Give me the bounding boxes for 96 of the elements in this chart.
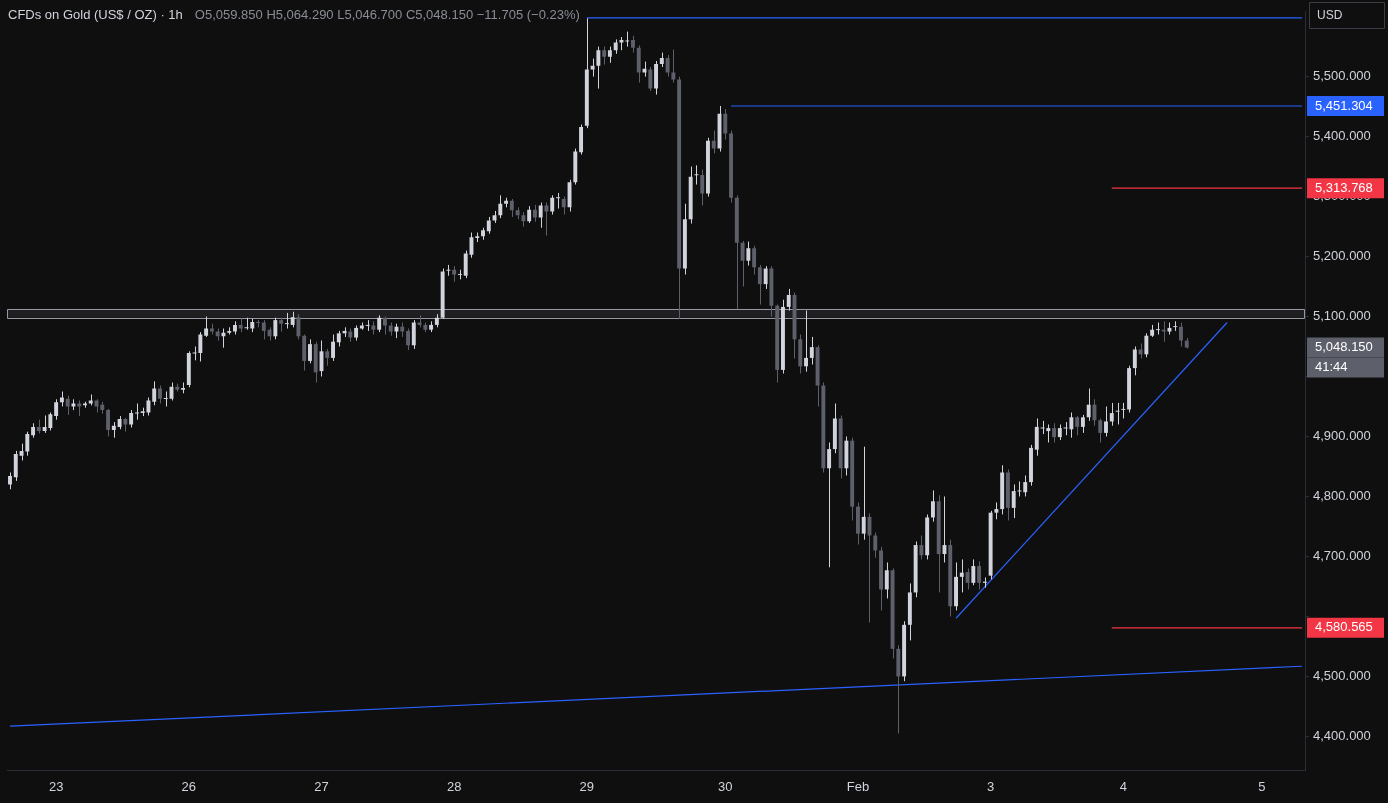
candlestick [919,534,924,560]
candlestick [648,66,653,92]
candlestick [757,264,762,306]
candlestick [1011,483,1016,519]
y-tick-label: 4,400.000 [1313,727,1371,743]
y-tick-label: 4,900.000 [1313,428,1371,444]
candlestick [723,108,728,141]
series-label: 5,451.304 [1315,97,1373,113]
candlestick [365,319,370,332]
candlestick [25,431,30,457]
candlestick [1179,322,1183,348]
candlestick [550,194,555,216]
y-axis-title: USD [1317,8,1343,23]
candlestick [740,240,745,288]
candlestick [65,395,70,416]
candlestick [106,408,111,437]
candlestick [930,489,935,523]
candlestick [463,250,468,279]
x-tick-label: 23 [48,779,64,795]
x-tick-label: 29 [579,779,595,795]
candlestick [1109,402,1114,427]
candlestick [694,164,699,186]
x-tick-label: 26 [181,779,197,795]
y-tick-label: 5,200.000 [1313,248,1371,264]
candlestick [671,49,676,84]
candlestick [331,334,335,362]
candlestick [296,313,301,340]
candlestick [809,336,814,366]
candlestick [861,446,866,541]
x-tick-label: Feb [846,779,870,795]
candlestick [446,264,451,277]
candlestick [411,319,416,350]
candlestick [786,288,791,312]
candlestick [1161,320,1166,343]
candlestick [596,46,601,90]
candlestick [700,169,705,207]
candlestick [284,312,289,330]
x-tick-label: 27 [314,779,329,795]
candlestick [977,560,982,590]
candlestick [1052,422,1057,443]
candlestick [884,561,889,599]
candlestick [556,192,560,210]
candlestick [204,316,209,338]
candlestick [273,317,278,340]
candlestick [804,310,808,373]
candlestick [134,403,139,421]
text: 5,048.150 [1315,339,1373,355]
candlestick [959,558,964,593]
candlestick [1086,388,1091,422]
candlestick [1132,346,1137,376]
candlestick [152,380,157,406]
candlestick [544,202,549,237]
candlestick [1092,398,1097,427]
x-tick-label: 5 [1258,779,1266,795]
candlestick [1155,322,1160,336]
candlestick [307,338,312,364]
candlestick [1104,406,1108,437]
candlestick [665,54,670,78]
candlestick [198,331,203,363]
candlestick [261,319,266,340]
candlestick [1075,415,1080,436]
chart-title: CFDs on Gold (US$ / OZ) · 1h [8,6,183,22]
x-tick-label: 4 [1119,779,1127,795]
text: 41:44 [1315,359,1348,375]
y-tick-label: 5,100.000 [1313,308,1371,324]
candlestick [746,241,751,267]
chart-subtitle: O5,059.850 H5,064.290 L5,046.700 C5,048.150 −11.705 (−0.23%) [194,6,580,22]
x-tick-label: 28 [446,779,462,795]
candlestick [54,398,59,421]
x-tick-label: 3 [987,779,995,795]
candlestick [625,31,630,48]
candlestick [1144,332,1149,358]
candlestick [752,245,757,276]
candlestick [1040,420,1045,435]
candlestick [406,328,410,351]
candlestick [13,450,18,482]
candlestick [538,202,543,229]
candlestick [1023,474,1028,497]
candlestick [1173,320,1178,332]
candlestick [971,558,976,586]
series-label: 4,580.565 [1315,619,1373,635]
y-tick-label: 5,400.000 [1313,128,1371,144]
x-tick-label: 30 [718,779,733,795]
candlestick [711,130,716,154]
candlestick [873,531,878,559]
y-tick-label: 4,500.000 [1313,668,1371,683]
candlestick [763,265,768,290]
series-label: 5,313.768 [1315,179,1373,195]
y-tick-label: 5,500.000 [1313,68,1371,84]
y-tick-label: 4,800.000 [1313,488,1371,504]
candlestick [498,194,503,219]
candlestick [1034,417,1039,457]
candlestick [1098,417,1103,443]
candlestick [827,441,832,568]
candlestick [965,567,970,590]
y-tick-label: 4,700.000 [1313,548,1371,564]
